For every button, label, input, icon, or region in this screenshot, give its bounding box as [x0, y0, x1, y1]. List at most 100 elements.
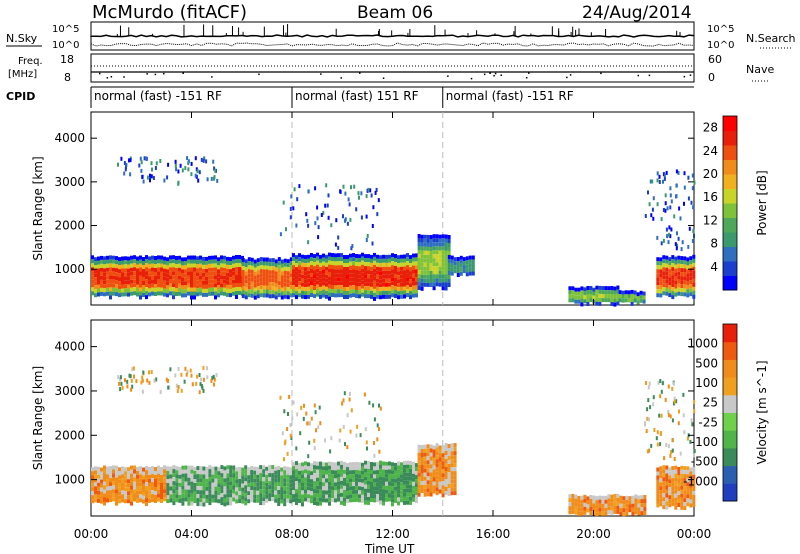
data-cell — [283, 470, 287, 475]
data-cell — [169, 486, 173, 491]
data-cell — [343, 287, 346, 291]
scatter-cell — [152, 176, 155, 180]
data-cell — [256, 294, 260, 299]
data-cell — [259, 485, 263, 490]
data-cell — [190, 283, 193, 288]
data-cell — [265, 486, 269, 491]
data-cell — [432, 258, 436, 263]
data-cell — [175, 276, 178, 280]
data-cell — [568, 506, 572, 511]
data-cell — [265, 285, 269, 290]
data-cell — [229, 481, 233, 486]
scatter-cell — [373, 417, 376, 422]
scatter-cell — [163, 178, 166, 183]
data-cell — [571, 294, 575, 299]
scatter-cell — [679, 216, 682, 221]
data-cell — [148, 498, 151, 503]
data-cell — [429, 484, 433, 489]
data-cell — [379, 496, 382, 501]
data-cell — [683, 486, 687, 491]
data-cell — [420, 469, 424, 473]
data-cell — [133, 291, 136, 296]
data-cell — [613, 294, 617, 299]
data-cell — [241, 475, 245, 480]
data-cell — [232, 469, 236, 474]
data-cell — [352, 281, 355, 286]
data-cell — [677, 487, 681, 491]
data-cell — [409, 464, 412, 469]
data-cell — [280, 279, 284, 284]
data-cell — [568, 294, 572, 299]
data-cell — [577, 295, 581, 300]
freq-dot — [483, 73, 486, 76]
data-cell — [91, 255, 94, 260]
data-cell — [686, 281, 690, 286]
data-cell — [668, 257, 672, 262]
freq-dot — [689, 74, 692, 76]
data-cell — [444, 270, 448, 275]
data-cell — [376, 470, 379, 475]
scatter-cell — [680, 247, 683, 252]
data-cell — [426, 254, 430, 259]
freq-dot — [569, 74, 572, 76]
data-cell — [677, 283, 681, 288]
data-cell — [175, 256, 178, 260]
data-cell — [181, 293, 184, 298]
data-cell — [406, 476, 409, 481]
data-cell — [340, 464, 343, 469]
data-cell — [256, 470, 260, 475]
data-cell — [674, 272, 678, 277]
data-cell — [295, 295, 298, 300]
scatter-cell — [213, 166, 216, 171]
data-cell — [310, 471, 313, 476]
data-cell — [253, 295, 257, 300]
data-cell — [307, 494, 310, 499]
data-cell — [659, 265, 663, 270]
data-cell — [91, 487, 94, 492]
data-cell — [154, 467, 157, 471]
data-cell — [190, 481, 194, 486]
data-cell — [409, 500, 412, 505]
data-cell — [325, 254, 328, 259]
data-cell — [665, 501, 669, 506]
data-cell — [355, 278, 358, 282]
scatter-cell — [279, 395, 282, 400]
data-cell — [441, 242, 445, 247]
data-cell — [671, 271, 675, 276]
data-cell — [621, 290, 625, 295]
data-cell — [106, 474, 109, 479]
data-cell — [124, 276, 127, 281]
data-cell — [241, 278, 245, 283]
data-cell — [349, 482, 352, 487]
data-cell — [447, 279, 451, 283]
data-cell — [253, 478, 257, 483]
data-cell — [301, 274, 304, 279]
data-cell — [346, 495, 349, 500]
data-cell — [211, 267, 214, 272]
data-cell — [610, 302, 614, 306]
data-cell — [307, 282, 310, 287]
data-cell — [307, 266, 310, 271]
data-cell — [432, 461, 436, 466]
data-cell — [631, 511, 635, 516]
data-cell — [244, 473, 248, 478]
colorbar-title: Velocity [m s^-1] — [755, 360, 769, 464]
data-cell — [205, 272, 208, 277]
data-cell — [328, 461, 331, 466]
data-cell — [409, 263, 412, 268]
data-cell — [277, 474, 281, 478]
data-cell — [340, 492, 343, 497]
data-cell — [223, 279, 226, 284]
data-cell — [271, 270, 275, 275]
data-cell — [471, 271, 475, 276]
colorbar-tick-label: 100 — [695, 376, 718, 390]
data-cell — [238, 483, 242, 487]
data-cell — [426, 274, 430, 279]
data-cell — [367, 476, 370, 481]
data-cell — [109, 271, 112, 276]
data-cell — [447, 476, 451, 480]
data-cell — [169, 498, 173, 503]
data-cell — [456, 257, 460, 261]
data-cell — [406, 464, 409, 469]
